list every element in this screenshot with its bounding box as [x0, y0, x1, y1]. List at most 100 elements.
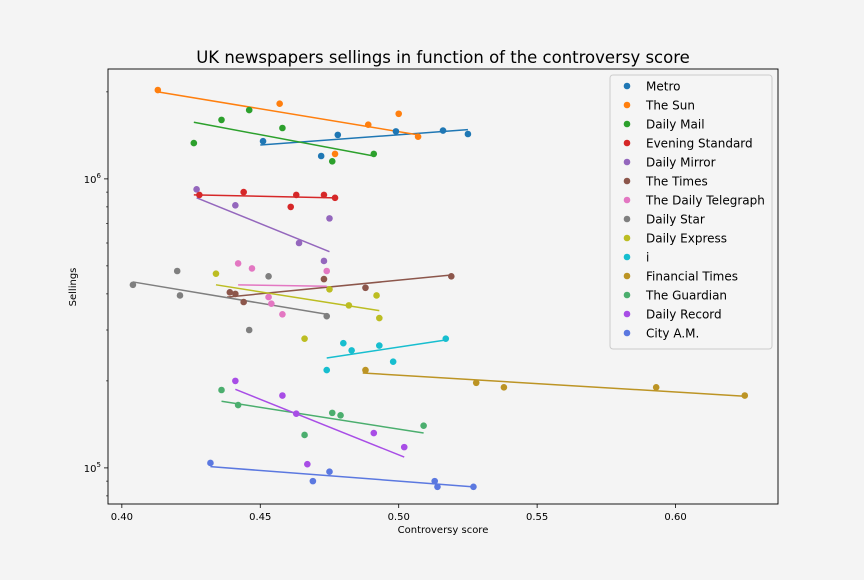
trend-line: [193, 194, 336, 199]
data-point: [234, 401, 242, 409]
data-point: [129, 281, 137, 289]
data-point: [320, 257, 328, 265]
trend-line: [132, 281, 327, 316]
data-point: [442, 335, 450, 342]
data-point: [472, 379, 480, 387]
x-tick-label: 0.55: [526, 512, 548, 523]
legend-marker: [623, 101, 631, 109]
data-point: [320, 191, 328, 199]
data-point: [337, 412, 344, 419]
legend-label: i: [646, 251, 649, 265]
data-point: [265, 273, 272, 280]
data-point: [326, 215, 333, 222]
data-point: [439, 127, 447, 134]
data-point: [176, 292, 184, 299]
data-point: [328, 409, 336, 417]
x-axis-label: Controversy score: [398, 525, 489, 536]
data-point: [400, 443, 408, 451]
data-point: [218, 116, 225, 124]
data-point: [370, 150, 378, 158]
data-point: [395, 110, 403, 118]
legend-marker: [623, 120, 631, 128]
legend-marker: [623, 310, 631, 318]
data-point: [173, 267, 181, 275]
legend-label: The Sun: [645, 99, 695, 113]
data-point: [323, 366, 331, 374]
data-point: [414, 133, 422, 140]
x-tick-label: 0.50: [388, 512, 410, 523]
data-point: [226, 289, 234, 296]
legend-marker: [623, 177, 631, 185]
data-point: [245, 326, 253, 334]
legend-marker: [623, 272, 631, 280]
data-point: [434, 483, 441, 491]
data-point: [276, 100, 283, 108]
data-point: [362, 284, 369, 292]
data-point: [320, 275, 328, 283]
data-point: [345, 302, 353, 309]
data-point: [328, 158, 336, 165]
plot-frame: [107, 68, 779, 505]
legend-label: Evening Standard: [646, 137, 753, 151]
data-point: [279, 310, 286, 318]
trend-line: [193, 121, 374, 157]
data-point: [232, 202, 239, 209]
legend-label: Financial Times: [646, 270, 738, 284]
data-point: [370, 429, 378, 437]
legend-label: Daily Mail: [646, 118, 705, 132]
data-point: [334, 131, 342, 139]
legend-marker: [623, 234, 631, 242]
data-point: [326, 285, 333, 293]
data-point: [279, 124, 286, 132]
legend-marker: [623, 329, 631, 337]
legend-label: Daily Record: [646, 308, 722, 322]
data-point: [309, 477, 317, 485]
data-point: [196, 191, 203, 199]
x-tick-label: 0.60: [664, 512, 686, 523]
trend-line: [196, 197, 330, 253]
data-point: [259, 137, 267, 145]
legend-label: City A.M.: [646, 327, 699, 341]
data-point: [431, 477, 438, 485]
legend-label: Daily Express: [646, 232, 727, 246]
data-points: [129, 86, 749, 491]
data-point: [265, 293, 272, 301]
data-point: [389, 358, 397, 366]
data-point: [373, 292, 380, 299]
data-point: [741, 392, 749, 399]
chart-title: UK newspapers sellings in function of th…: [196, 48, 690, 67]
legend-label: The Times: [645, 175, 708, 189]
legend-marker: [623, 82, 631, 90]
legend-box: [609, 74, 773, 350]
x-tick-label: 0.40: [111, 512, 133, 523]
legend-label: Daily Star: [646, 213, 705, 227]
data-point: [268, 300, 275, 307]
data-point: [234, 260, 242, 267]
data-point: [340, 339, 347, 347]
data-point: [232, 290, 239, 298]
trend-line: [157, 91, 419, 136]
data-point: [190, 139, 198, 147]
data-point: [470, 483, 477, 491]
data-point: [317, 152, 325, 160]
data-point: [301, 335, 308, 342]
data-point: [323, 312, 331, 320]
trend-line: [260, 128, 468, 146]
data-point: [362, 366, 369, 374]
data-point: [292, 410, 300, 417]
legend-label: The Guardian: [645, 289, 727, 303]
trend-line: [221, 400, 424, 434]
legend-label: Daily Mirror: [646, 156, 716, 170]
data-point: [304, 460, 311, 468]
data-point: [464, 130, 472, 138]
data-point: [348, 347, 355, 354]
legend-marker: [623, 291, 631, 299]
data-point: [212, 270, 220, 277]
legend-marker: [623, 158, 631, 166]
data-point: [279, 392, 286, 399]
y-axis-label: Sellings: [68, 268, 79, 307]
data-point: [376, 314, 383, 322]
trend-line: [235, 388, 405, 458]
